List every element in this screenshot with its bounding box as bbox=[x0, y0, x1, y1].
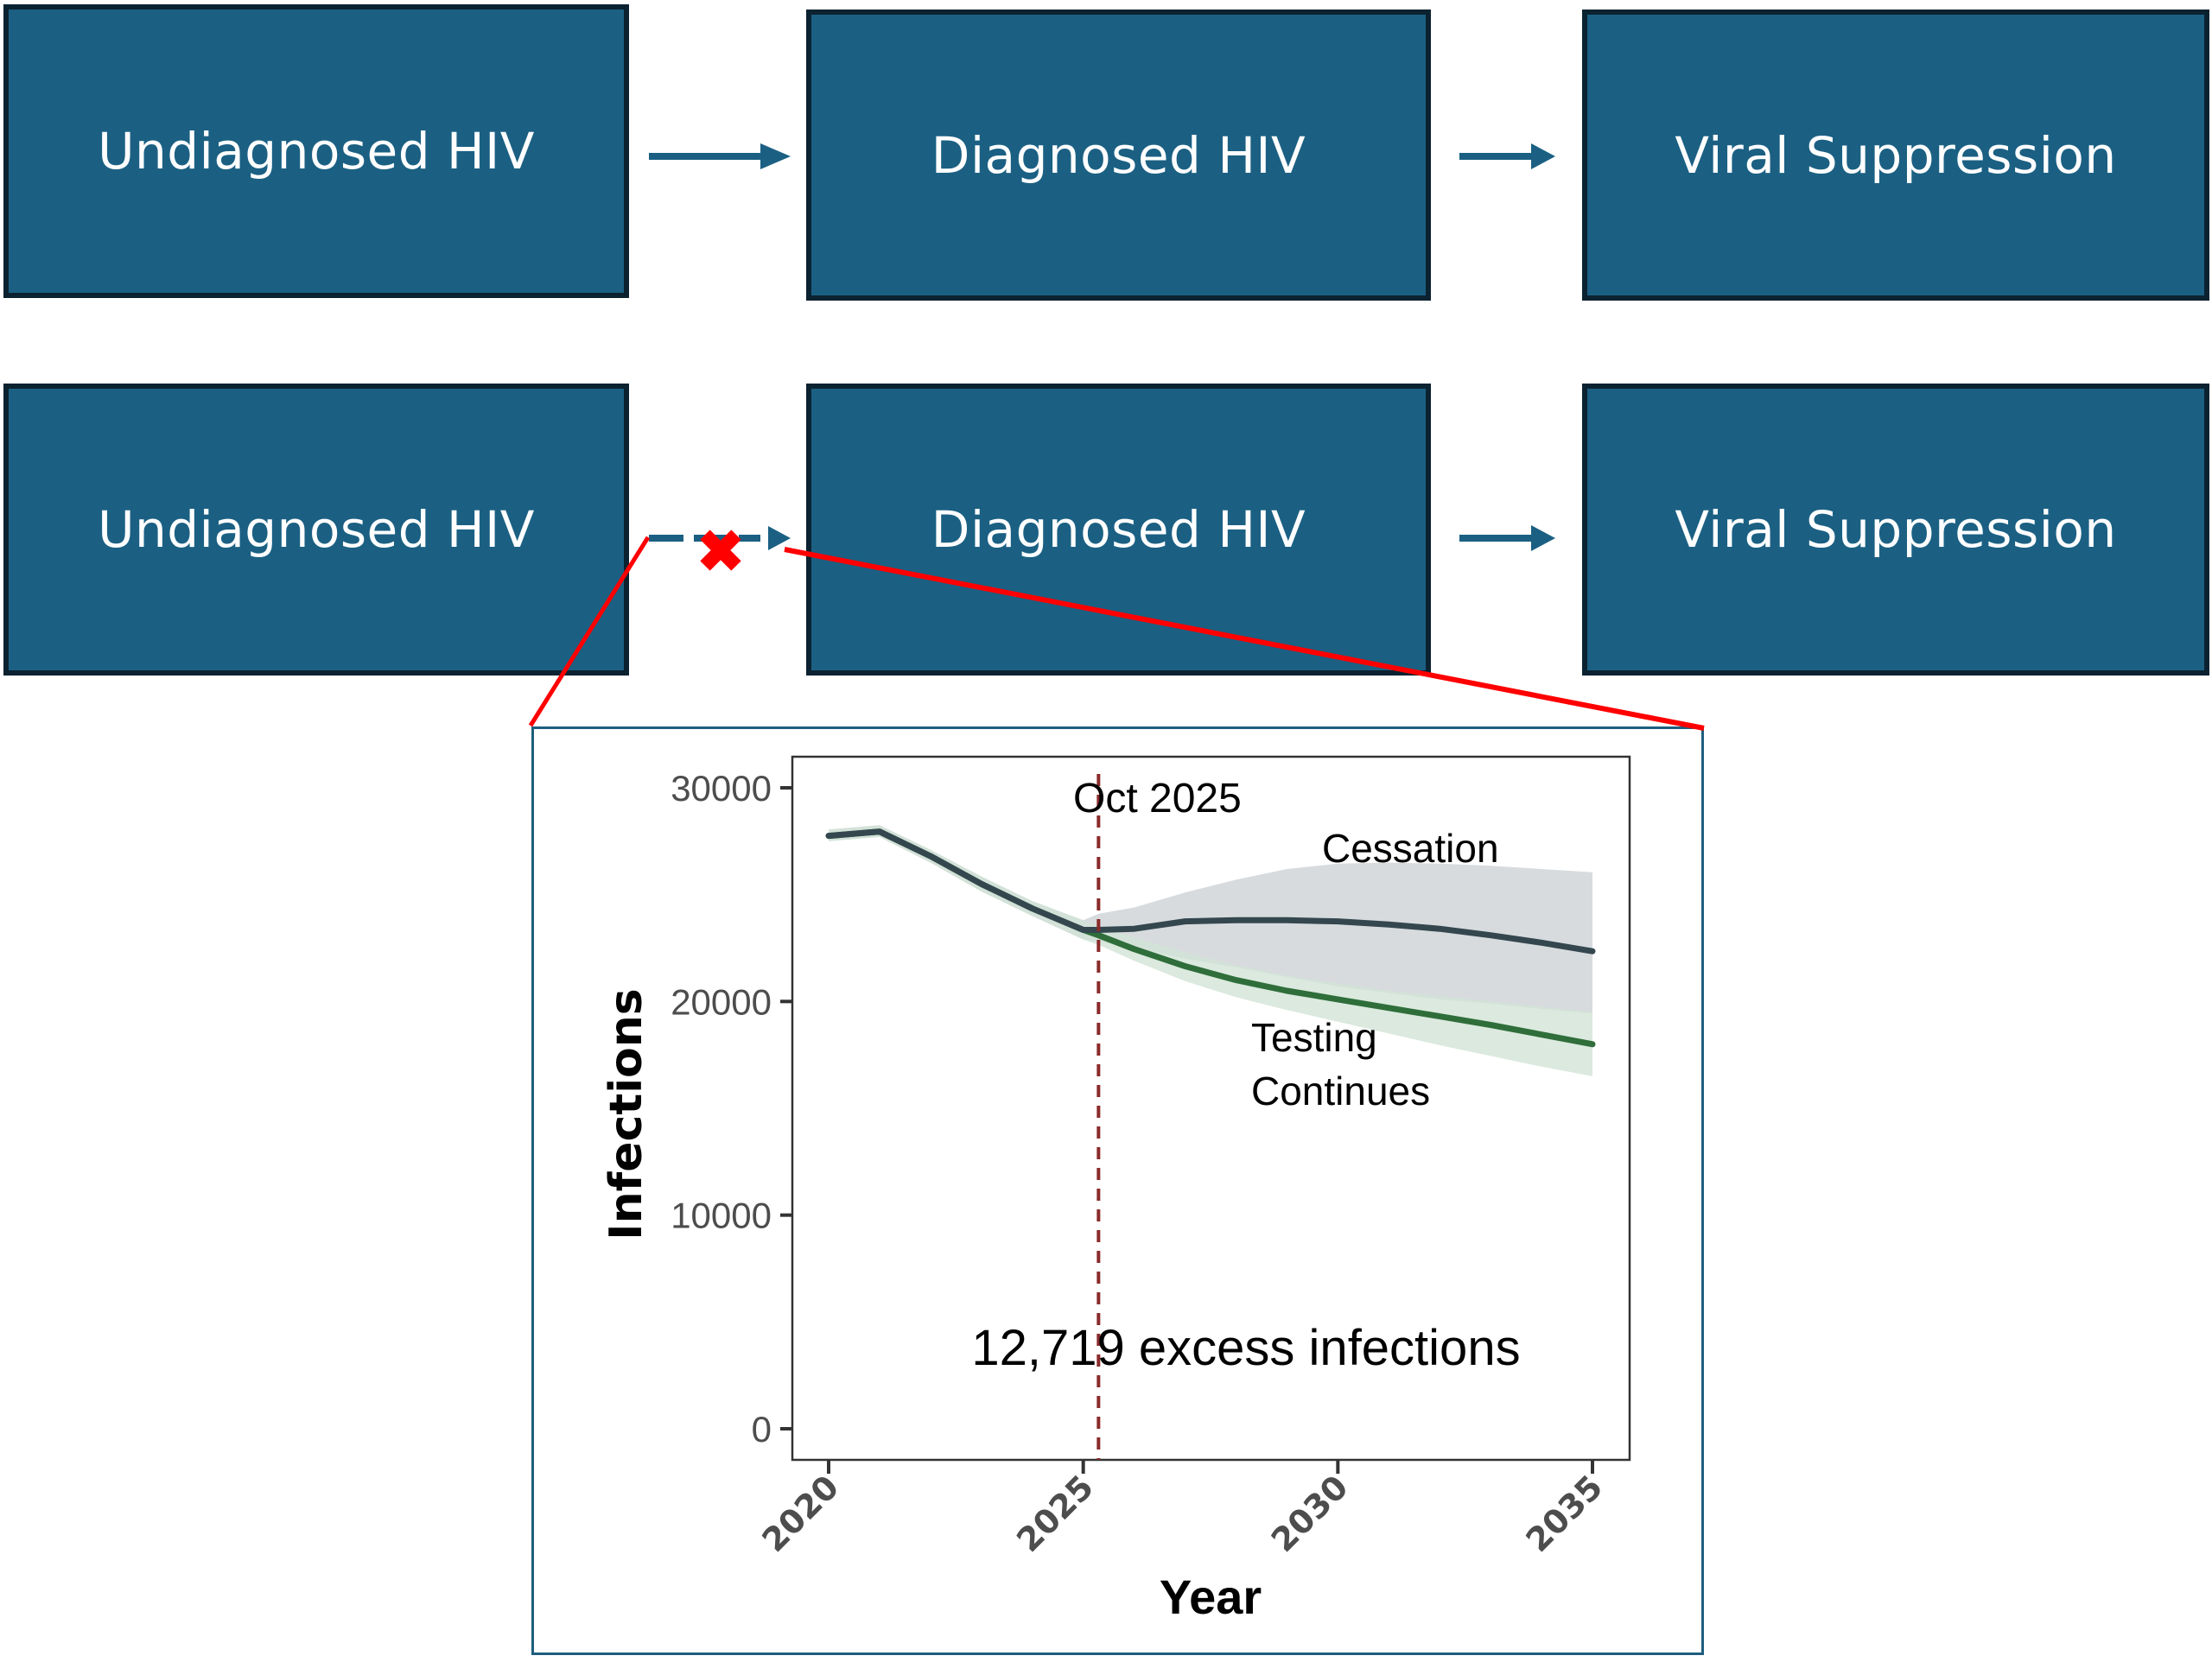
series-label-cessation: Cessation bbox=[1322, 826, 1499, 871]
x-tick-label: 2035 bbox=[1518, 1468, 1610, 1559]
row1-arrow-1 bbox=[649, 143, 791, 169]
box-label: Diagnosed HIV bbox=[931, 500, 1306, 559]
box-label: Diagnosed HIV bbox=[931, 125, 1306, 185]
row1-box-viral-suppression: Viral Suppression bbox=[1582, 10, 2209, 301]
y-tick-label: 10000 bbox=[671, 1196, 772, 1236]
callout-line-left bbox=[528, 536, 651, 727]
row1-box-undiagnosed: Undiagnosed HIV bbox=[3, 4, 629, 298]
y-axis-title: Infections bbox=[601, 988, 652, 1240]
excess-infections-annotation: 12,719 excess infections bbox=[971, 1320, 1520, 1376]
row2-box-undiagnosed: Undiagnosed HIV bbox=[3, 384, 629, 676]
y-tick-label: 30000 bbox=[671, 768, 772, 809]
box-label: Viral Suppression bbox=[1675, 125, 2117, 185]
row2-arrow-2 bbox=[1459, 525, 1555, 551]
x-tick-label: 2020 bbox=[754, 1468, 846, 1559]
row2-box-viral-suppression: Viral Suppression bbox=[1582, 384, 2209, 676]
row2-box-diagnosed: Diagnosed HIV bbox=[806, 384, 1431, 676]
y-tick-label: 0 bbox=[752, 1409, 772, 1449]
x-tick-label: 2030 bbox=[1264, 1468, 1356, 1559]
box-label: Viral Suppression bbox=[1675, 500, 2117, 559]
box-label: Undiagnosed HIV bbox=[98, 122, 535, 181]
confidence-band-testing-continues bbox=[829, 825, 1592, 1076]
vline-label: Oct 2025 bbox=[1073, 776, 1242, 821]
box-label: Undiagnosed HIV bbox=[98, 500, 535, 559]
series-label-testing-line1: Testing bbox=[1251, 1015, 1377, 1060]
x-tick-label: 2025 bbox=[1009, 1468, 1101, 1559]
row1-box-diagnosed: Diagnosed HIV bbox=[806, 10, 1431, 301]
callout-line-right bbox=[784, 547, 1705, 731]
series-label-testing-line2: Continues bbox=[1251, 1069, 1430, 1113]
y-tick-label: 20000 bbox=[671, 981, 772, 1022]
x-mark-icon bbox=[700, 530, 741, 571]
series-line-cessation bbox=[825, 828, 1596, 955]
x-axis-title: Year bbox=[1160, 1570, 1262, 1624]
row1-arrow-2 bbox=[1459, 143, 1555, 169]
